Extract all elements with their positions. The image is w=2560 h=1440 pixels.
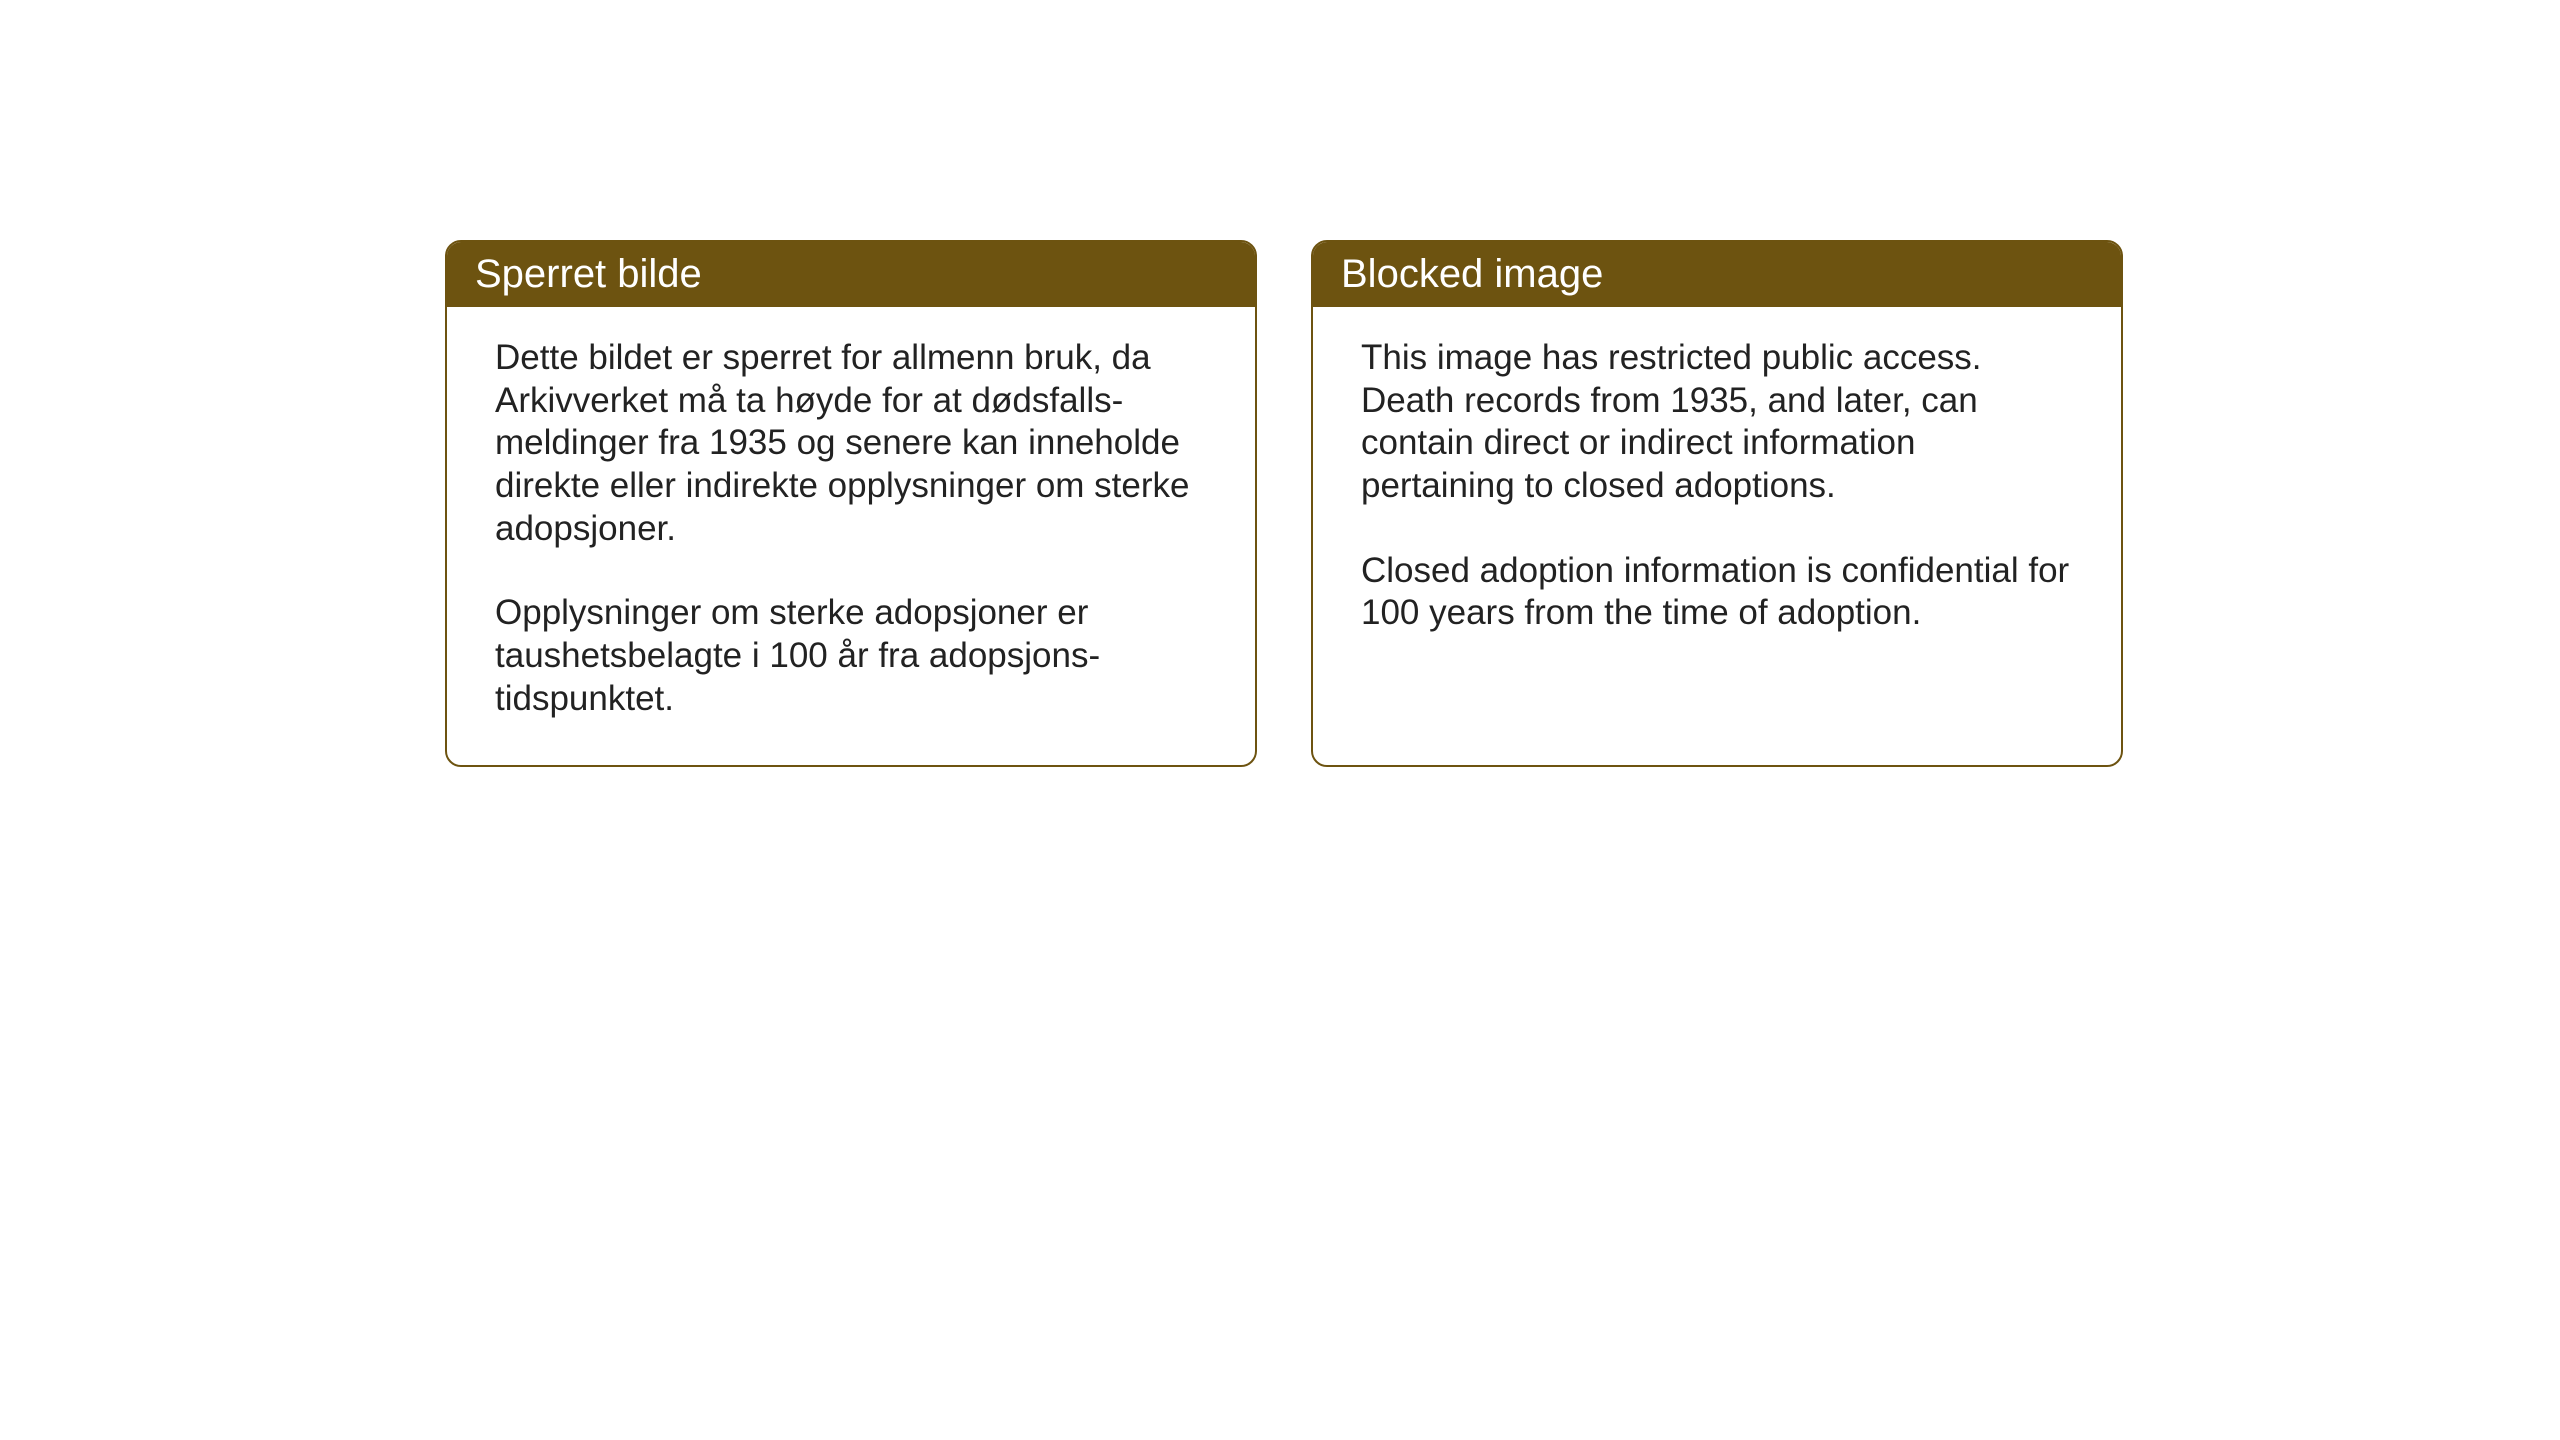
notice-container: Sperret bilde Dette bildet er sperret fo… — [445, 240, 2123, 767]
norwegian-notice-card: Sperret bilde Dette bildet er sperret fo… — [445, 240, 1257, 767]
norwegian-card-title: Sperret bilde — [447, 242, 1255, 307]
english-card-title: Blocked image — [1313, 242, 2121, 307]
english-paragraph-1: This image has restricted public access.… — [1361, 337, 2073, 508]
english-card-body: This image has restricted public access.… — [1313, 307, 2121, 679]
english-paragraph-2: Closed adoption information is confident… — [1361, 550, 2073, 635]
english-notice-card: Blocked image This image has restricted … — [1311, 240, 2123, 767]
norwegian-card-body: Dette bildet er sperret for allmenn bruk… — [447, 307, 1255, 765]
norwegian-paragraph-1: Dette bildet er sperret for allmenn bruk… — [495, 337, 1207, 550]
norwegian-paragraph-2: Opplysninger om sterke adopsjoner er tau… — [495, 592, 1207, 720]
